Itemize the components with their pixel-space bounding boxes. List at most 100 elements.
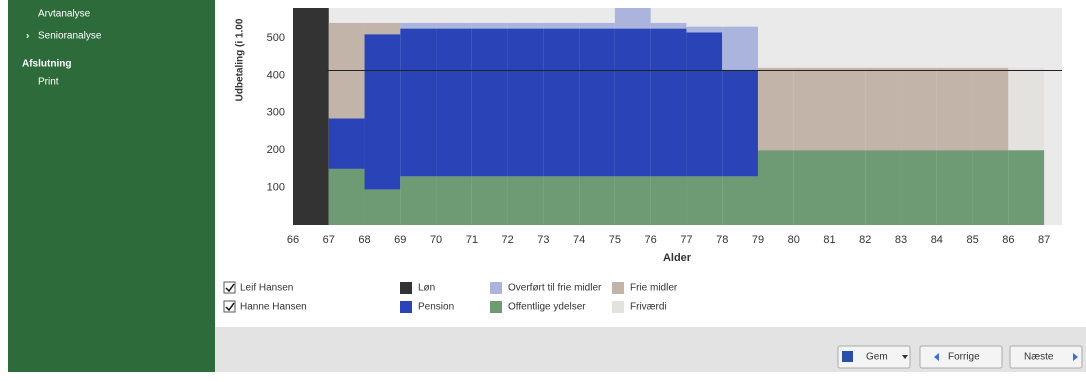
area-segment xyxy=(579,22,615,29)
area-segment xyxy=(972,150,1009,225)
x-tick-label: 82 xyxy=(859,234,871,246)
legend-label: Løn xyxy=(418,283,435,294)
button[interactable] xyxy=(919,345,1003,369)
area-segment xyxy=(686,176,723,225)
area-segment xyxy=(471,22,508,29)
legend-label: Offentlige ydelser xyxy=(508,302,586,313)
area-segment xyxy=(293,8,329,225)
legend-swatch xyxy=(400,282,412,294)
y-tick-label: 400 xyxy=(267,69,285,81)
sidebar-item[interactable]: Arvtanalyse xyxy=(38,9,91,20)
x-tick-label: 71 xyxy=(466,234,478,246)
legend-swatch xyxy=(490,301,502,313)
x-tick-label: 83 xyxy=(895,234,907,246)
x-tick-label: 81 xyxy=(823,234,835,246)
sidebar-item[interactable]: Print xyxy=(38,77,59,88)
x-tick-label: 73 xyxy=(537,234,549,246)
chevron-icon: › xyxy=(26,31,29,42)
area-segment xyxy=(829,150,866,225)
area-segment xyxy=(436,28,472,177)
x-tick-label: 68 xyxy=(358,234,370,246)
next-arrow xyxy=(1073,353,1078,361)
area-segment xyxy=(364,22,401,35)
area-segment xyxy=(614,176,651,225)
x-tick-label: 80 xyxy=(788,234,800,246)
sidebar-item[interactable]: Afslutning xyxy=(22,59,71,70)
legend-swatch xyxy=(612,301,624,313)
area-segment xyxy=(507,22,544,29)
area-segment xyxy=(972,67,1009,151)
x-tick-label: 84 xyxy=(931,234,943,246)
button[interactable] xyxy=(1009,345,1083,369)
check-mark xyxy=(225,302,235,312)
legend-swatch xyxy=(400,301,412,313)
x-tick-label: 76 xyxy=(645,234,657,246)
area-segment xyxy=(686,32,723,177)
area-segment xyxy=(1008,67,1045,151)
area-segment xyxy=(722,176,758,225)
x-tick-label: 66 xyxy=(287,234,299,246)
y-tick-label: 500 xyxy=(267,32,285,44)
x-tick-label: 79 xyxy=(752,234,764,246)
area-segment xyxy=(543,176,580,225)
x-tick-label: 72 xyxy=(501,234,513,246)
area-segment xyxy=(901,67,937,151)
area-segment xyxy=(579,28,615,177)
checkbox[interactable] xyxy=(223,281,236,294)
legend-label: Pension xyxy=(418,302,454,313)
area-segment xyxy=(829,67,866,151)
x-tick-label: 85 xyxy=(966,234,978,246)
area-segment xyxy=(614,28,651,177)
x-tick-label: 74 xyxy=(573,234,585,246)
area-segment xyxy=(936,67,973,151)
legend-label: Friværdi xyxy=(630,302,667,313)
area-segment xyxy=(865,67,902,151)
area-segment xyxy=(436,22,472,29)
area-segment xyxy=(757,150,794,225)
button[interactable] xyxy=(837,345,911,369)
x-tick-label: 77 xyxy=(680,234,692,246)
sidebar xyxy=(8,0,215,372)
area-segment xyxy=(328,118,365,169)
legend-label: Frie midler xyxy=(630,283,678,294)
legend-label: Overført til frie midler xyxy=(508,283,602,294)
person-label[interactable]: Leif Hansen xyxy=(240,283,293,294)
area-segment xyxy=(471,28,508,177)
person-label[interactable]: Hanne Hansen xyxy=(240,302,307,313)
area-segment xyxy=(722,69,758,177)
x-tick-label: 87 xyxy=(1038,234,1050,246)
area-segment xyxy=(650,176,687,225)
area-segment xyxy=(901,150,937,225)
area-segment xyxy=(757,67,794,151)
area-segment xyxy=(543,28,580,177)
area-segment xyxy=(364,34,401,190)
button-label[interactable]: Forrige xyxy=(948,352,980,363)
y-tick-label: 300 xyxy=(267,107,285,119)
save-icon xyxy=(842,351,853,362)
sidebar-item[interactable]: Senioranalyse xyxy=(38,31,102,42)
legend-swatch xyxy=(490,282,502,294)
y-tick-label: 100 xyxy=(267,181,285,193)
area-segment xyxy=(364,189,401,225)
x-tick-label: 75 xyxy=(609,234,621,246)
area-segment xyxy=(722,26,758,70)
x-tick-label: 69 xyxy=(394,234,406,246)
area-segment xyxy=(471,176,508,225)
x-tick-label: 78 xyxy=(716,234,728,246)
x-tick-label: 70 xyxy=(430,234,442,246)
checkbox[interactable] xyxy=(223,300,236,313)
area-segment xyxy=(400,176,437,225)
area-segment xyxy=(507,176,544,225)
button-label[interactable]: Næste xyxy=(1024,352,1054,363)
area-segment xyxy=(400,28,437,177)
area-segment xyxy=(650,22,687,29)
button-label[interactable]: Gem xyxy=(866,352,888,363)
area-segment xyxy=(328,168,365,225)
area-segment xyxy=(936,150,973,225)
dropdown-arrow xyxy=(902,355,908,359)
area-segment xyxy=(579,176,615,225)
area-segment xyxy=(436,176,472,225)
area-segment xyxy=(507,28,544,177)
y-tick-label: 200 xyxy=(267,144,285,156)
